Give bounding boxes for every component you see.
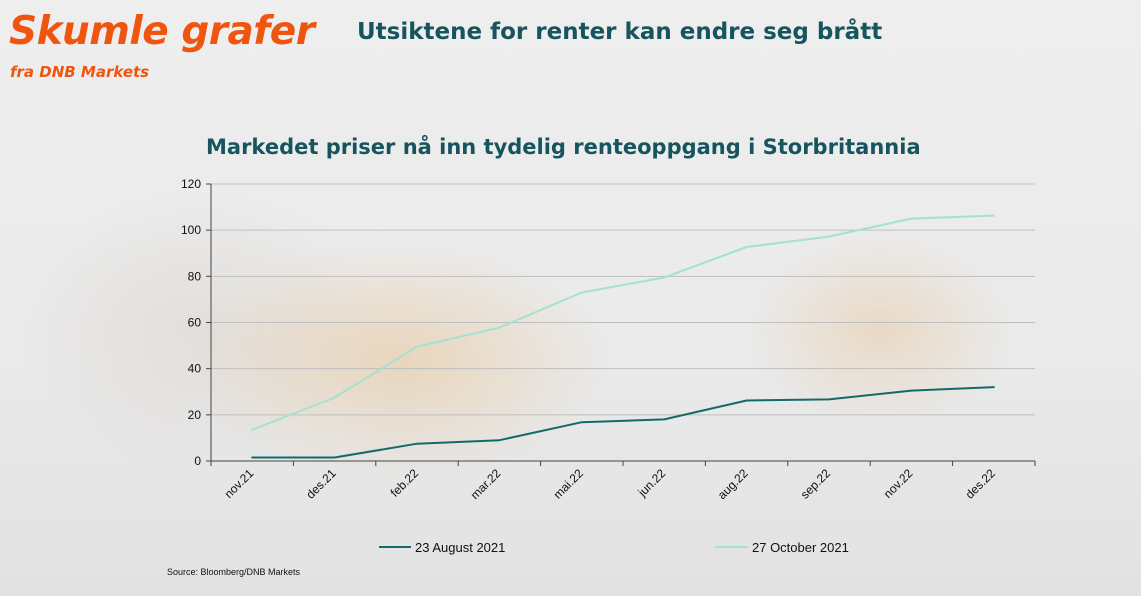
series-line-1 [251,386,995,459]
x-tick-label: jun.22 [635,466,669,500]
legend-label-2: 27 October 2021 [752,540,849,555]
x-tick-label: nov.22 [881,466,916,501]
series-lines [251,214,995,459]
x-tick-label: des.21 [303,466,339,502]
legend-label-1: 23 August 2021 [415,540,505,555]
x-tick-label: des.22 [963,466,999,502]
y-tick-label: 0 [194,454,201,468]
x-tick-label: aug.22 [715,466,751,502]
axes: 0 20 40 60 80 100 120 nov.21 des.21 feb.22 mar.22 m… [181,177,1036,502]
y-tick-label: 80 [188,269,202,283]
brand-title: Skumle grafer [9,9,315,54]
y-tick-label: 100 [181,223,201,237]
legend: 23 August 2021 27 October 2021 [379,540,849,555]
y-tick-label: 120 [181,177,201,191]
x-tick-label: feb.22 [388,466,422,500]
y-tick-label: 60 [188,316,202,330]
chart-title: Markedet priser nå inn tydelig renteoppg… [206,135,921,159]
x-tick-label: mai.22 [551,466,587,502]
series-line-2 [251,214,995,431]
slide-headline: Utsiktene for renter kan endre seg brått [357,19,883,45]
y-tick-label: 40 [188,362,202,376]
source-note: Source: Bloomberg/DNB Markets [167,567,301,577]
x-tick-label: mar.22 [468,466,504,502]
y-tick-label: 20 [188,408,202,422]
x-tick-label: nov.21 [222,466,257,501]
x-tick-label: sep.22 [798,466,834,502]
brand-subtitle: fra DNB Markets [10,63,150,81]
gridlines [211,183,1035,416]
